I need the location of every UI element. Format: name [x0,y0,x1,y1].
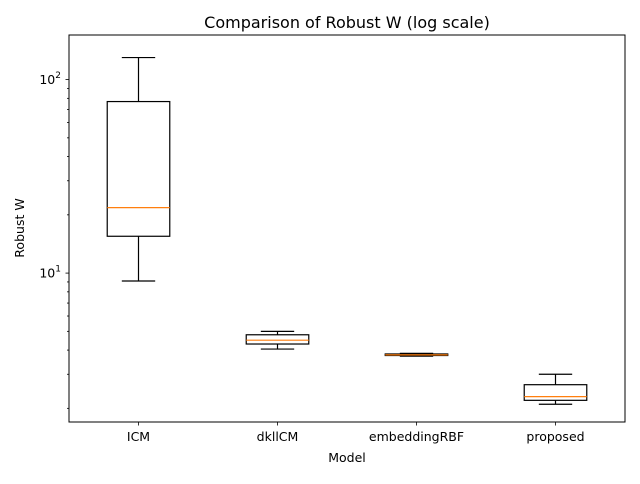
box-dkllCM [245,334,310,345]
box-proposed [523,384,588,401]
chart-title: Comparison of Robust W (log scale) [204,13,490,32]
x-tick-label: embeddingRBF [369,429,464,444]
box-ICM [106,100,171,237]
y-axis-label: Robust W [12,198,27,257]
y-tick-label: 101 [39,265,61,281]
plot-frame [68,34,626,423]
x-axis-label: Model [328,450,366,465]
plot-area: 101 102 ICM dkllCM embeddingRBF proposed [39,34,626,444]
x-tick-label: proposed [526,429,584,444]
y-tick-label: 102 [39,71,61,87]
x-tick-label: ICM [127,429,150,444]
x-tick-label: dkllCM [257,429,299,444]
